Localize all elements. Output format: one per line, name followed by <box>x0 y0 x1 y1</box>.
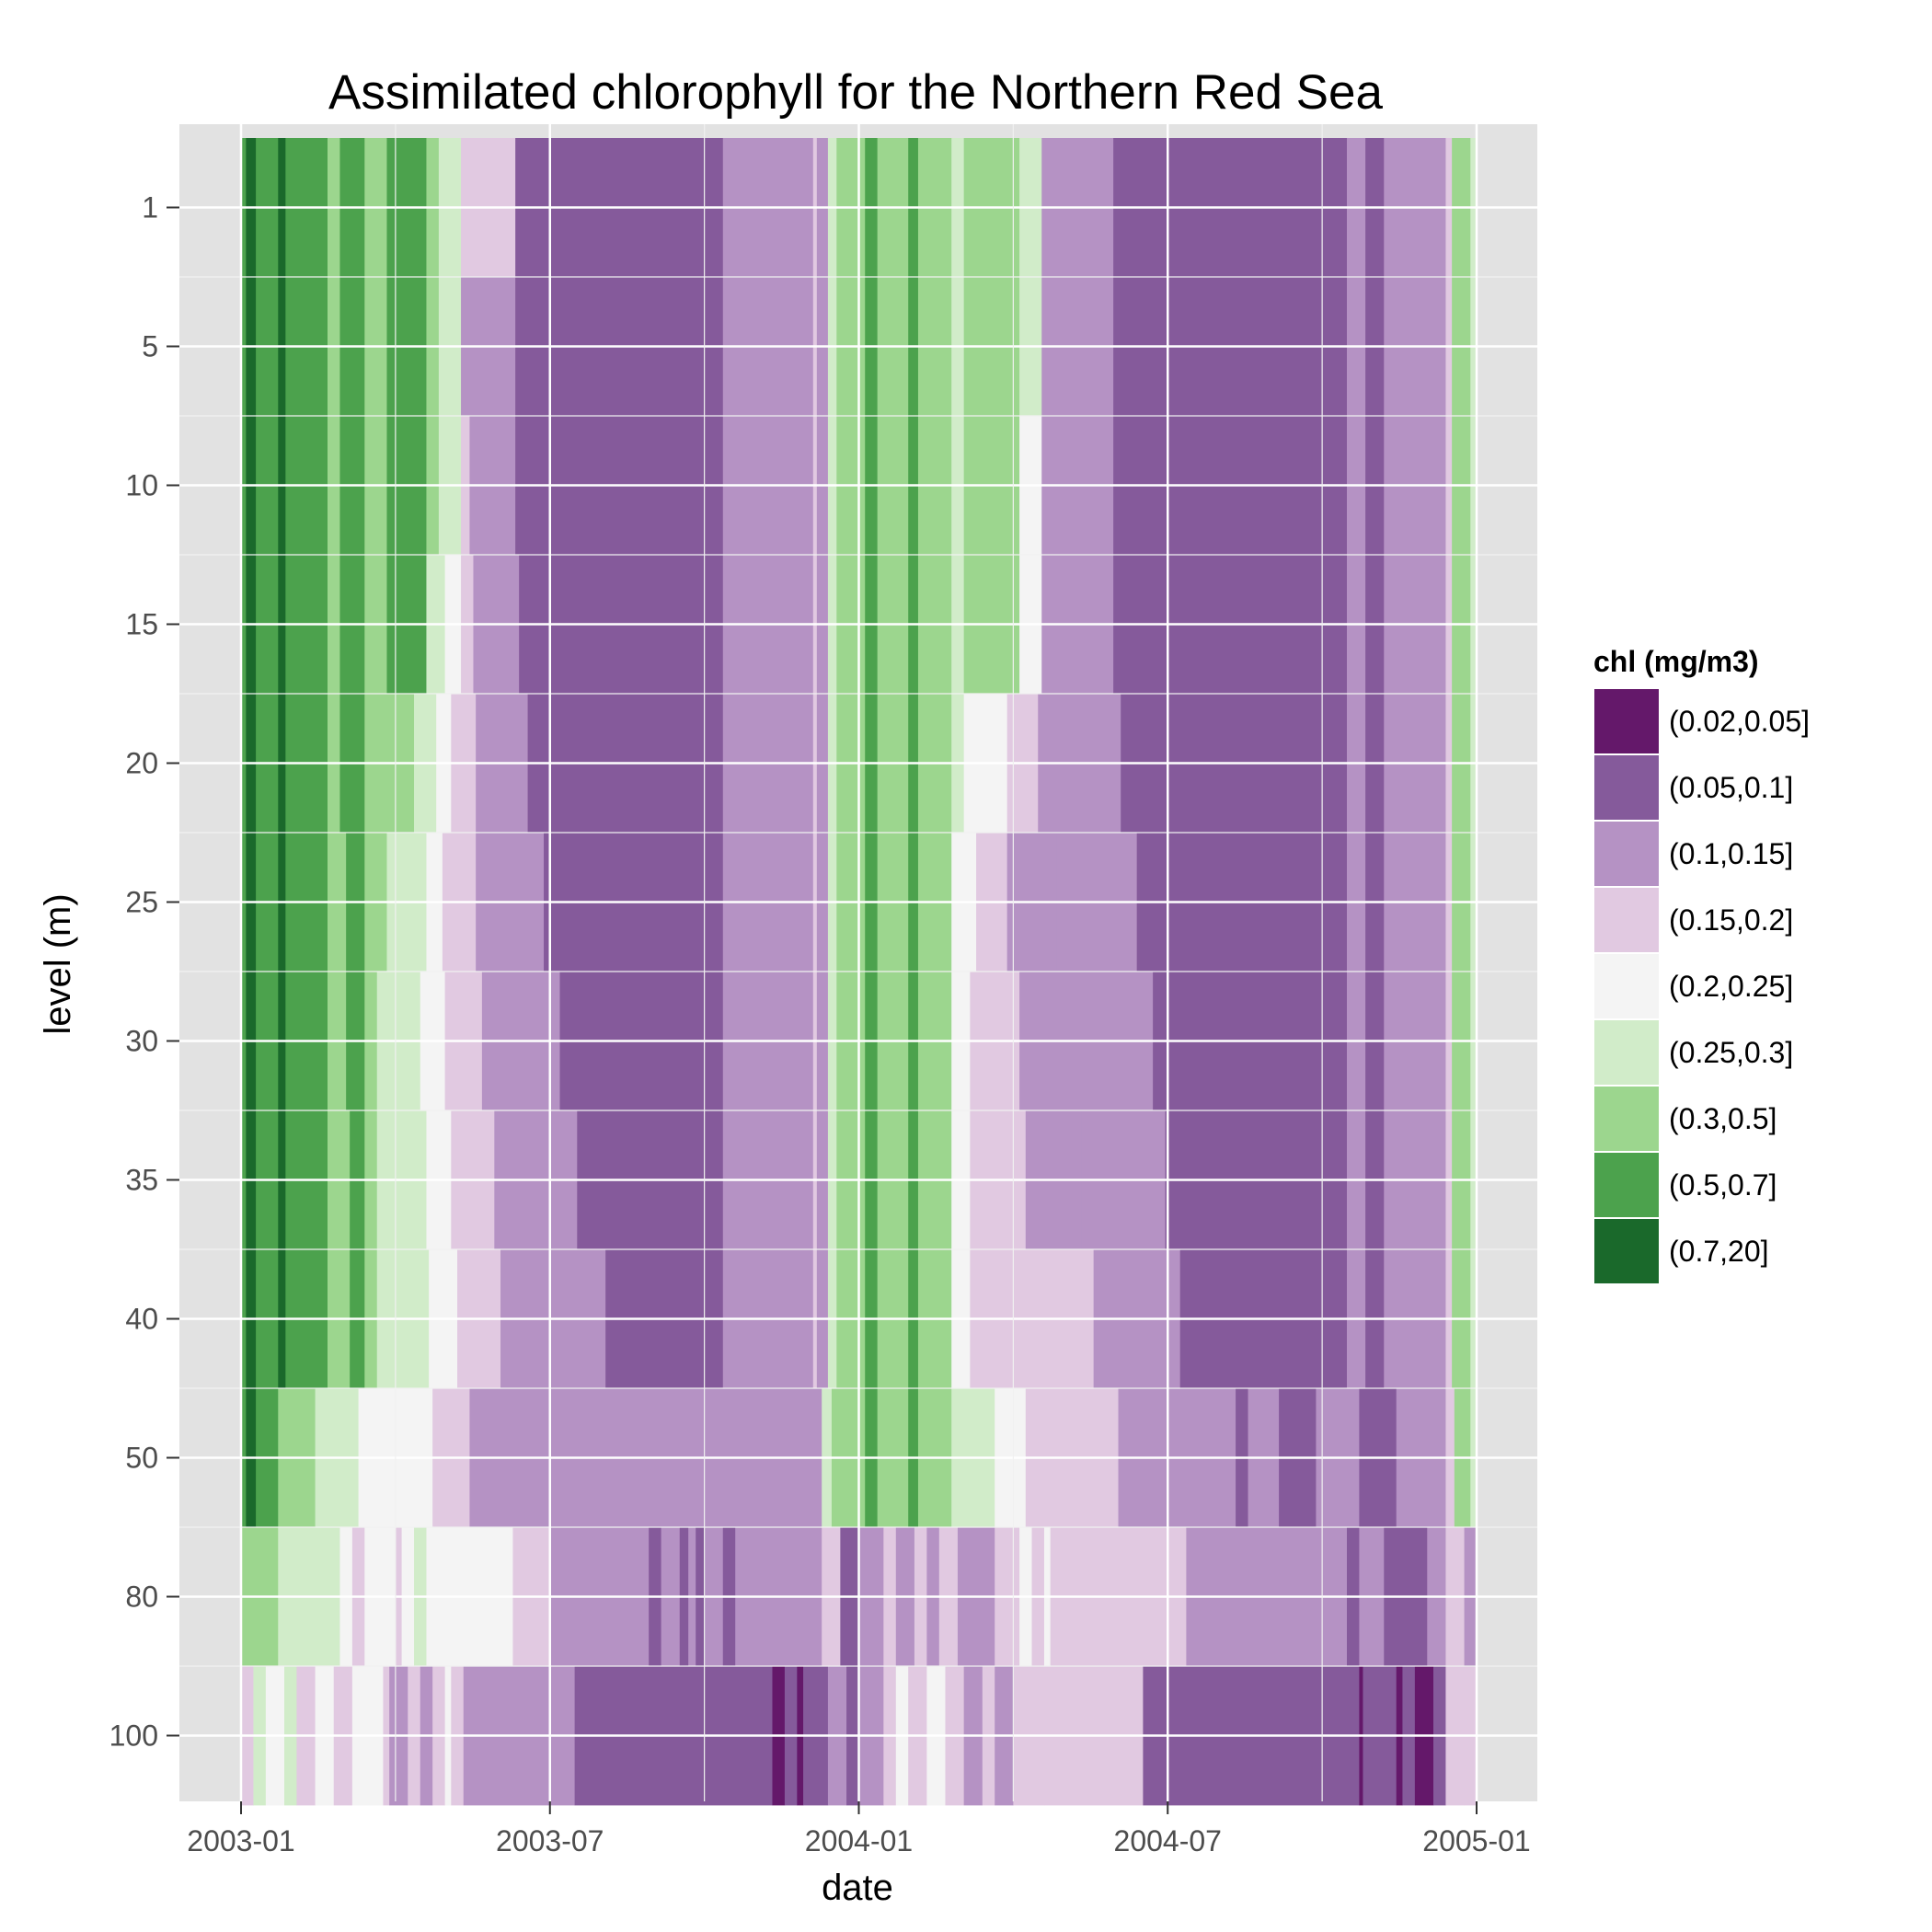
x-axis-title: date <box>822 1868 893 1908</box>
legend: chl (mg/m3) (0.02,0.05] (0.05,0.1] (0.1,0.… <box>1593 645 1810 1285</box>
legend-key <box>1593 886 1661 954</box>
y-tick-label: 40 <box>125 1303 158 1336</box>
x-tick-label: 2004-07 <box>1114 1824 1222 1857</box>
y-tick-label: 30 <box>125 1025 158 1058</box>
legend-key <box>1593 687 1661 755</box>
y-tick-label: 35 <box>125 1164 158 1197</box>
legend-label: (0.5,0.7] <box>1669 1168 1777 1202</box>
y-tick-label: 25 <box>125 886 158 919</box>
y-tick-label: 10 <box>125 469 158 502</box>
y-axis-title: level (m) <box>38 893 78 1034</box>
y-tick-label: 50 <box>125 1442 158 1475</box>
x-tick-label: 2003-01 <box>187 1824 294 1857</box>
x-tick-label: 2005-01 <box>1422 1824 1530 1857</box>
legend-label: (0.15,0.2] <box>1669 903 1793 937</box>
legend-key <box>1593 1217 1661 1285</box>
chart-title: Assimilated chlorophyll for the Northern… <box>328 65 1383 120</box>
x-tick-label: 2003-07 <box>496 1824 604 1857</box>
legend-key <box>1593 1085 1661 1153</box>
legend-key <box>1593 1151 1661 1219</box>
legend-label: (0.2,0.25] <box>1669 970 1793 1003</box>
y-tick-label: 15 <box>125 608 158 641</box>
x-tick-label: 2004-01 <box>805 1824 913 1857</box>
legend-label: (0.7,20] <box>1669 1235 1769 1268</box>
y-tick-label: 5 <box>142 330 158 363</box>
x-axis: 2003-01 2003-07 2004-01 2004-07 2005-01 <box>187 1801 1531 1857</box>
legend-key <box>1593 820 1661 888</box>
legend-title: chl (mg/m3) <box>1593 645 1759 678</box>
y-tick-label: 20 <box>125 747 158 780</box>
legend-label: (0.02,0.05] <box>1669 705 1810 738</box>
y-tick-label: 100 <box>109 1719 158 1753</box>
legend-key <box>1593 753 1661 822</box>
legend-label: (0.25,0.3] <box>1669 1036 1793 1069</box>
grid-lines <box>179 124 1537 1801</box>
y-tick-label: 80 <box>125 1581 158 1614</box>
legend-label: (0.3,0.5] <box>1669 1102 1777 1135</box>
legend-key <box>1593 1018 1661 1087</box>
y-tick-label: 1 <box>142 191 158 224</box>
legend-label: (0.1,0.15] <box>1669 837 1793 870</box>
legend-label: (0.05,0.1] <box>1669 771 1793 804</box>
legend-key <box>1593 952 1661 1020</box>
